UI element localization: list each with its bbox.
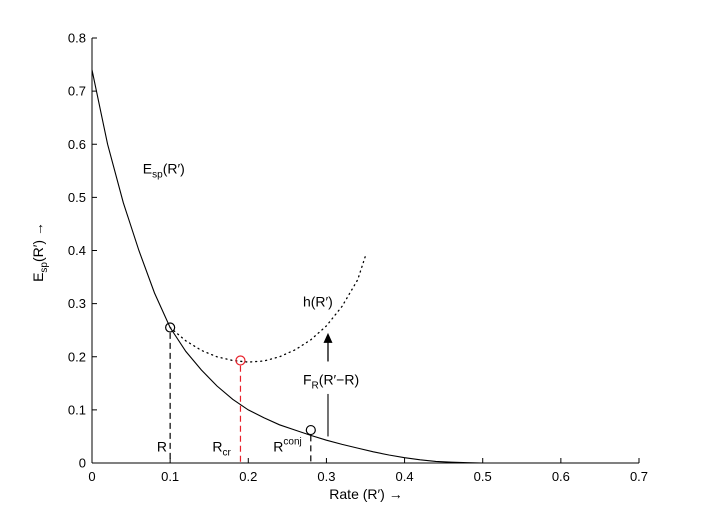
fr-label-main: F (303, 371, 312, 387)
esp-curve-line (91, 69, 483, 464)
x-tick-label: 0.3 (317, 469, 335, 484)
h-curve-label: h(R′) (303, 293, 333, 309)
y-axis-label-main: E (30, 273, 46, 282)
svg-text:Esp(R′) →: Esp(R′) → (30, 222, 50, 282)
fr-label-sub: R (312, 380, 319, 391)
x-tick-label: 0.1 (161, 469, 179, 484)
y-tick-label: 0.8 (68, 31, 86, 46)
guide-layer (169, 332, 333, 463)
y-tick-label: 0.7 (68, 84, 86, 99)
rcr-label-main: R (212, 438, 222, 454)
rcr-label-sub: cr (222, 447, 231, 458)
x-tick-label: 0.2 (239, 469, 257, 484)
rconj-label: Rconj (273, 436, 301, 454)
rcr-marker (235, 355, 246, 366)
series-layer (91, 69, 483, 464)
marker-layer (165, 322, 316, 436)
r-label: R (157, 438, 167, 454)
rconj-marker (305, 424, 316, 436)
esp-label-main: E (143, 160, 152, 176)
fr-label: FR(R′−R) (303, 371, 359, 391)
y-tick-label: 0.6 (68, 137, 86, 152)
esp-curve-label: Esp(R′) (143, 160, 185, 180)
x-tick-label: 0 (88, 469, 95, 484)
rconj-label-sup: conj (283, 436, 301, 447)
x-tick-label: 0.7 (630, 469, 648, 484)
y-axis-label: Esp(R′) → (30, 222, 50, 282)
y-tick-label: 0.3 (68, 296, 86, 311)
y-tick-label: 0.1 (68, 402, 86, 417)
y-tick-label: 0 (79, 456, 86, 471)
y-tick-label: 0.4 (68, 243, 86, 258)
rconj-label-main: R (273, 438, 283, 454)
y-axis-label-sub: sp (39, 262, 50, 273)
y-axis-label-tail: (R′) → (30, 222, 46, 262)
r-marker (165, 322, 176, 333)
h-curve-line (169, 255, 367, 363)
esp-label-sub: sp (152, 169, 163, 180)
y-tick-label: 0.5 (68, 190, 86, 205)
esp-label-tail: (R′) (163, 160, 185, 176)
x-tick-label: 0.6 (552, 469, 570, 484)
x-tick-label: 0.5 (474, 469, 492, 484)
arrow-head (323, 332, 333, 343)
x-axis-label: Rate (R′) → (329, 486, 402, 502)
x-tick-label: 0.4 (396, 469, 414, 484)
ticks: 0 0.1 0.2 0.3 0.4 0.5 0.6 0.7 0 0.1 0.2 0.3 0.4 0.5 0.… (68, 31, 648, 485)
fr-label-tail: (R′−R) (319, 371, 359, 387)
rcr-label: Rcr (212, 438, 231, 458)
y-tick-label: 0.2 (68, 349, 86, 364)
